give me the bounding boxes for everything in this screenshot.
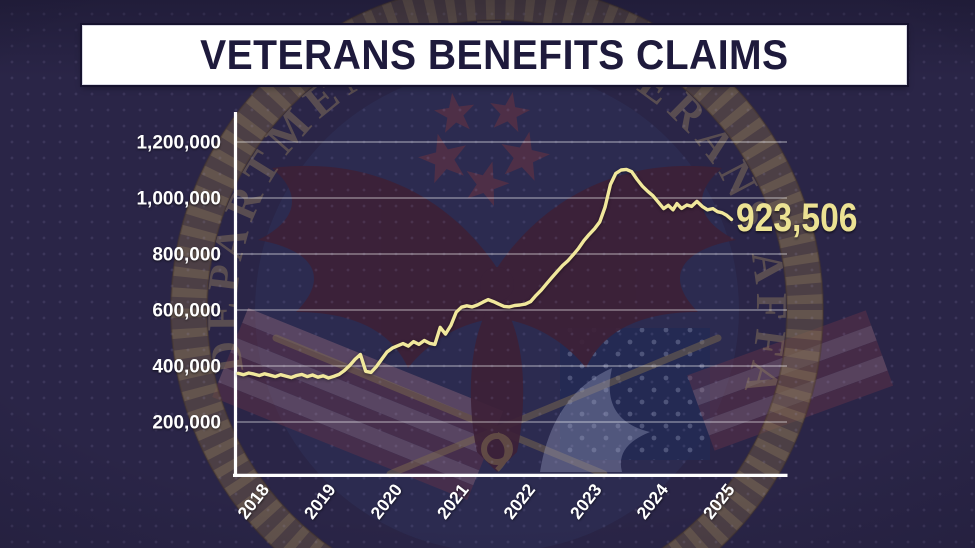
x-axis-tick-label: 2018 xyxy=(233,480,273,523)
y-axis-tick-label: 1,000,000 xyxy=(136,189,221,210)
title-banner: VETERANS BENEFITS CLAIMS xyxy=(82,25,907,85)
x-axis-tick-label: 2025 xyxy=(699,480,739,523)
y-axis-tick-label: 1,200,000 xyxy=(136,133,221,154)
x-axis-tick-label: 2023 xyxy=(566,480,606,523)
x-axis-tick-label: 2021 xyxy=(433,480,473,523)
claims-line xyxy=(236,167,734,380)
y-axis-tick-label: 600,000 xyxy=(152,301,221,322)
y-axis-tick-label: 200,000 xyxy=(152,413,221,434)
x-axis-tick-label: 2019 xyxy=(300,480,340,523)
x-axis-tick-label: 2022 xyxy=(499,480,539,523)
y-axis-tick-label: 400,000 xyxy=(152,357,221,378)
x-axis-tick-label: 2020 xyxy=(366,480,406,523)
x-axis-tick-label: 2024 xyxy=(632,480,672,523)
current-value-label: 923,506 xyxy=(736,196,858,240)
page-title: VETERANS BENEFITS CLAIMS xyxy=(200,31,789,78)
y-axis-tick-label: 800,000 xyxy=(152,245,221,266)
axes xyxy=(233,112,788,477)
